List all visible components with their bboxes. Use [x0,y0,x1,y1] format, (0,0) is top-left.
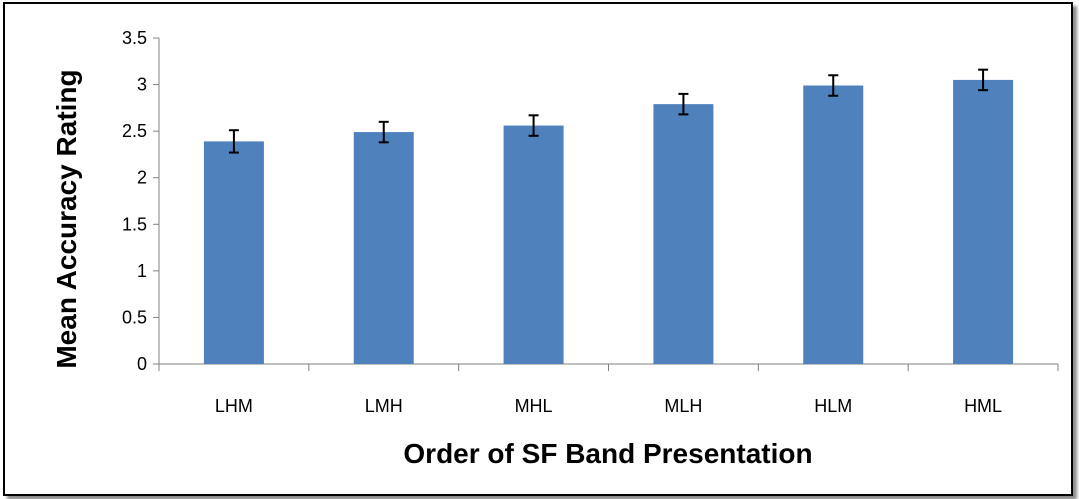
x-axis-title: Order of SF Band Presentation [403,438,812,469]
error-bar-lhm [228,129,239,154]
error-bar-mhl [528,114,539,137]
error-bar-hlm [828,74,839,97]
bar-series [203,79,1014,365]
bar-hlm [803,85,864,364]
y-tick-labels: 0 0.5 1 1.5 2 2.5 3 3.5 [122,28,147,374]
y-tick-label: 3.5 [122,28,147,48]
y-tick-label: 2 [137,168,147,188]
x-tick-label: MLH [664,396,702,416]
x-tick-label: MHL [515,396,553,416]
y-tick-label: 0 [137,354,147,374]
x-tick-label: LMH [365,396,403,416]
y-tick-label: 2.5 [122,121,147,141]
error-bar-hml [978,68,989,92]
x-tick-label: HLM [814,396,852,416]
error-bar-lmh [378,120,389,144]
x-tick-labels: LHM LMH MHL MLH HLM HML [215,396,1002,416]
bar-mlh [653,104,714,364]
y-tick-label: 0.5 [122,307,147,327]
error-bar-mlh [678,92,689,116]
y-axis-title: Mean Accuracy Rating [51,69,82,368]
chart-axes [153,37,1059,371]
bar-lmh [353,132,414,364]
y-tick-label: 1.5 [122,214,147,234]
x-tick-label: HML [964,396,1002,416]
x-tick-label: LHM [215,396,253,416]
y-tick-label: 1 [137,261,147,281]
bar-mhl [503,125,564,364]
error-bars [228,68,989,154]
y-tick-label: 3 [137,75,147,95]
bar-hml [953,79,1014,365]
bar-lhm [203,141,264,364]
